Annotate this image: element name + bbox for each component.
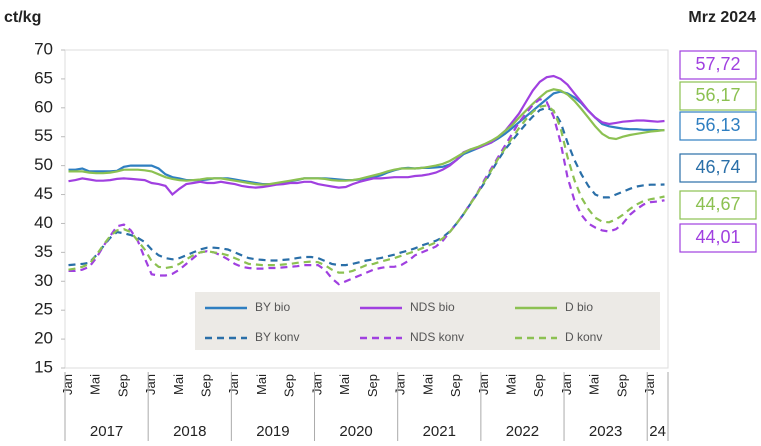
x-tick-label: Mai (420, 374, 435, 395)
legend-label: NDS bio (410, 300, 455, 314)
end-label-box (679, 153, 757, 183)
x-tick-label: Sep (448, 374, 463, 397)
y-tick-label: 60 (34, 97, 53, 116)
y-tick-label: 50 (34, 155, 53, 174)
x-tick-label: Sep (199, 374, 214, 397)
x-tick-label: Jan (143, 374, 158, 395)
x-tick-label: Mai (171, 374, 186, 395)
y-tick-label: 40 (34, 213, 53, 232)
end-label: 44,01 (695, 227, 740, 247)
x-tick-label: Jan (559, 374, 574, 395)
year-label: 2020 (339, 423, 372, 440)
legend-label: BY bio (255, 300, 290, 314)
x-tick-label: Jan (642, 374, 657, 395)
x-tick-label: Jan (309, 374, 324, 395)
end-label: 56,13 (695, 115, 740, 135)
year-label: 24 (649, 423, 666, 440)
y-unit: ct/kg (4, 9, 41, 26)
legend-label: D bio (565, 300, 593, 314)
year-label: 2018 (173, 423, 206, 440)
y-tick-label: 30 (34, 271, 53, 290)
year-label: 2023 (589, 423, 622, 440)
series-line (68, 104, 665, 274)
x-tick-label: Mai (254, 374, 269, 395)
y-tick-label: 25 (34, 300, 53, 319)
series-line (68, 106, 665, 267)
end-label-box (679, 111, 757, 141)
year-label: 2021 (423, 423, 456, 440)
y-tick-label: 65 (34, 68, 53, 87)
y-tick-label: 45 (34, 184, 53, 203)
end-label-box (679, 50, 757, 80)
x-tick-label: Mai (88, 374, 103, 395)
year-label: 2017 (90, 423, 123, 440)
x-tick-label: Jan (60, 374, 75, 395)
x-tick-label: Sep (115, 374, 130, 397)
y-tick-label: 15 (34, 357, 53, 376)
end-label: 57,72 (695, 54, 740, 74)
x-tick-label: Jan (393, 374, 408, 395)
series-line (68, 97, 665, 286)
x-tick-label: Mai (503, 374, 518, 395)
y-tick-label: 55 (34, 126, 53, 145)
plot-frame (64, 49, 669, 369)
legend-label: D konv (565, 330, 602, 344)
end-label: 46,74 (695, 157, 740, 177)
end-label: 56,17 (695, 85, 740, 105)
series-line (68, 90, 665, 186)
series-line (68, 88, 665, 186)
x-tick-label: Sep (365, 374, 380, 397)
x-tick-label: Jan (226, 374, 241, 395)
y-tick-label: 70 (34, 39, 53, 58)
legend-label: BY konv (255, 330, 299, 344)
end-label-box (679, 190, 757, 220)
end-label-box (679, 223, 757, 253)
legend-label: NDS konv (410, 330, 464, 344)
y-tick-label: 35 (34, 242, 53, 261)
x-tick-label: Sep (531, 374, 546, 397)
year-label: 2019 (256, 423, 289, 440)
series-line (68, 74, 665, 197)
x-tick-label: Jan (476, 374, 491, 395)
end-label: 44,67 (695, 194, 740, 214)
y-tick-label: 20 (34, 329, 53, 348)
x-tick-label: Mai (587, 374, 602, 395)
x-tick-label: Mai (337, 374, 352, 395)
year-label: 2022 (506, 423, 539, 440)
legend-box (195, 292, 660, 350)
x-tick-label: Sep (614, 374, 629, 397)
x-tick-label: Sep (282, 374, 297, 397)
date-label: Mrz 2024 (688, 9, 756, 26)
end-label-box (679, 81, 757, 111)
